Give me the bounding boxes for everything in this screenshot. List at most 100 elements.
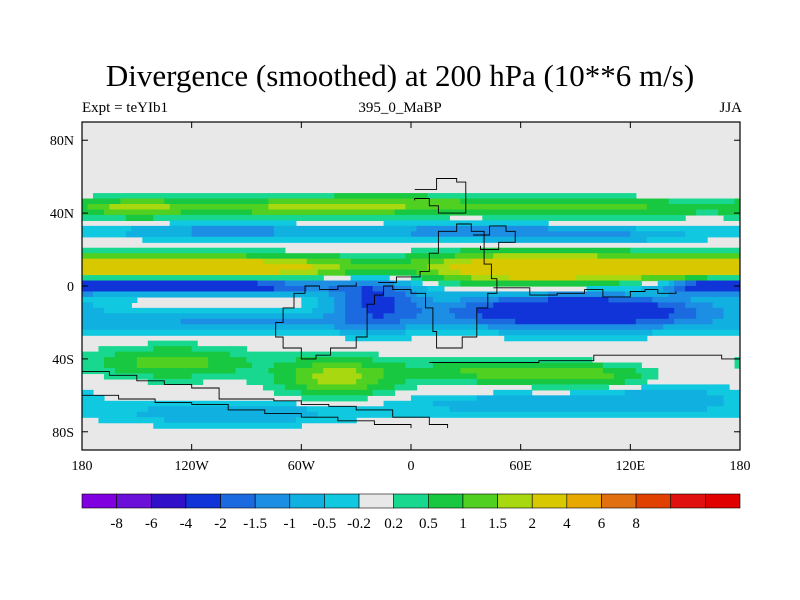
coastline <box>473 225 516 251</box>
field-cell <box>312 373 363 380</box>
field-cell <box>125 214 154 221</box>
field-cell <box>734 198 740 205</box>
field-cell <box>306 258 352 265</box>
field-cell <box>421 307 450 314</box>
colorbar-swatch <box>566 493 602 509</box>
field-cell <box>235 368 270 375</box>
colorbar-label: -4 <box>180 516 193 532</box>
field-cell <box>306 406 450 413</box>
field-cell <box>82 389 94 396</box>
field-cell <box>685 231 740 238</box>
field-cell <box>471 258 740 265</box>
field-cell <box>674 318 714 325</box>
coastline <box>82 371 449 429</box>
field-cell <box>82 231 127 238</box>
field-cell <box>707 275 740 282</box>
field-cell <box>383 373 478 380</box>
field-cell <box>82 302 94 309</box>
field-cell <box>356 368 385 375</box>
field-cell <box>345 291 363 298</box>
field-cell <box>575 275 642 282</box>
field-cell <box>169 220 297 227</box>
colorbar-swatch <box>81 493 117 509</box>
field-cell <box>690 296 740 303</box>
field-cell <box>82 362 105 369</box>
field-cell <box>103 362 138 369</box>
field-cell <box>378 378 407 385</box>
field-cell <box>251 362 275 369</box>
field-cell <box>405 253 456 260</box>
field-cell <box>273 389 302 396</box>
colorbar-label: -6 <box>145 516 158 532</box>
field-cell <box>411 231 631 238</box>
field-cell <box>696 307 725 314</box>
field-cell <box>82 209 105 216</box>
field-cell <box>482 236 648 243</box>
field-cell <box>82 329 341 336</box>
field-cell <box>394 302 418 309</box>
field-cell <box>674 286 686 293</box>
field-cell <box>416 302 467 309</box>
field-cell <box>82 318 182 325</box>
field-cell <box>460 247 631 254</box>
field-cell <box>668 280 675 287</box>
field-cell <box>449 307 478 314</box>
field-cell <box>476 318 516 325</box>
field-cell <box>674 280 686 287</box>
field-cell <box>476 395 725 402</box>
field-cell <box>548 296 609 303</box>
colorbar-swatch <box>428 493 464 509</box>
field-cell <box>82 406 149 413</box>
x-tick-label: 60E <box>509 459 532 474</box>
field-cell <box>443 275 472 282</box>
field-cell <box>454 253 494 260</box>
field-cell <box>723 400 740 407</box>
field-cell <box>635 318 675 325</box>
field-cell <box>427 193 637 200</box>
field-cell <box>306 286 330 293</box>
field-cell <box>394 384 418 391</box>
field-cell <box>405 362 434 369</box>
y-tick-label: 40S <box>52 353 74 368</box>
field-cell <box>432 362 604 369</box>
colorbar: -8 -6 -4 -2 -1.5 -1 -0.5 -0.2 0.2 0.5 1 1.5 2 4 6 8 <box>81 493 741 532</box>
field-cell <box>405 378 478 385</box>
colorbar-label: -0.5 <box>313 516 337 532</box>
y-tick-label: 80S <box>52 426 74 441</box>
field-cell <box>493 253 599 260</box>
field-cell <box>131 225 193 232</box>
field-cell <box>273 225 418 232</box>
field-cell <box>334 296 346 303</box>
field-cell <box>230 351 379 358</box>
field-cell <box>82 296 138 303</box>
field-cell <box>411 296 434 303</box>
y-tick-label: 40N <box>50 207 74 222</box>
field-cell <box>712 302 740 309</box>
field-cell <box>367 307 396 314</box>
field-cell <box>98 346 154 353</box>
field-cell <box>405 204 648 211</box>
field-cell <box>624 389 708 396</box>
field-cell <box>657 280 670 287</box>
colorbar-label: 4 <box>563 516 571 532</box>
field-cell <box>82 351 116 358</box>
field-cell <box>685 280 697 287</box>
field-cell <box>696 280 740 287</box>
field-cell <box>476 307 675 314</box>
field-cell <box>82 247 286 254</box>
field-cell <box>273 378 297 385</box>
field-cell <box>734 362 740 369</box>
field-cell <box>103 373 154 380</box>
field-cell <box>663 324 740 331</box>
field-cell <box>657 302 686 309</box>
field-cell <box>103 307 313 314</box>
field-cell <box>317 302 335 309</box>
field-cell <box>361 302 396 309</box>
field-cell <box>328 291 346 298</box>
field-cell <box>147 378 204 385</box>
field-cell <box>82 324 335 331</box>
field-cell <box>273 362 313 369</box>
field-cell <box>493 389 533 396</box>
field-cell <box>641 275 686 282</box>
